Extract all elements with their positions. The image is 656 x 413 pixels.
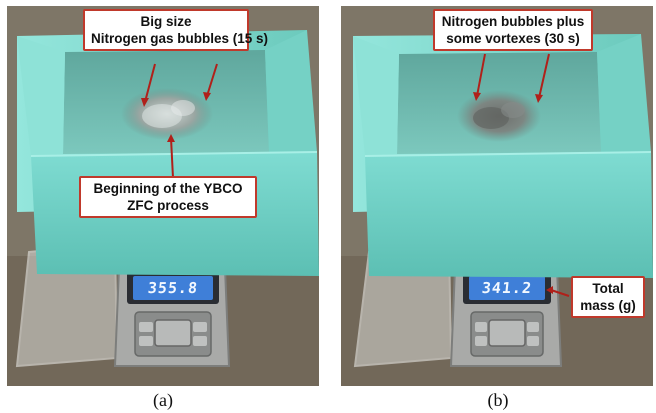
callout-bubbles-b: Nitrogen bubbles plus some vortexes (30 … [433,9,593,51]
callout-bubbles-a: Big size Nitrogen gas bubbles (15 s) [83,9,269,51]
photo-panel-a: Big size Nitrogen gas bubbles (15 s) Beg… [7,6,319,386]
foam-box [353,34,653,278]
callout-total-mass-line1: Total [592,281,624,296]
photo-a-drawing [7,6,319,386]
callout-arrows-b [473,53,570,297]
callout-arrows-a [141,63,218,179]
scale-reading-a: 355.8 [146,279,200,297]
callout-bubbles-b-line1: Nitrogen bubbles plus [441,14,585,29]
scale-reading-b: 341.2 [480,279,534,297]
callout-total-mass: Total mass (g) [571,276,645,318]
photo-panel-b: Nitrogen bubbles plus some vortexes (30 … [341,6,653,386]
foam-box [17,30,319,276]
callout-bubbles-a-line1: Big size [140,14,192,29]
caption-a: (a) [153,390,173,410]
callout-process-a: Beginning of the YBCO ZFC process [79,176,257,218]
callout-bubbles-a-line2: Nitrogen gas bubbles (15 s) [91,31,269,46]
digital-scale [449,267,563,367]
callout-total-mass-line2: mass (g) [580,298,636,313]
callout-bubbles-b-line2: some vortexes (30 s) [446,31,580,46]
callout-process-a-line2: ZFC process [127,198,209,213]
digital-scale [113,267,231,367]
photo-b-drawing [341,6,653,386]
caption-b: (b) [487,390,509,410]
callout-process-a-line1: Beginning of the YBCO [93,181,243,196]
